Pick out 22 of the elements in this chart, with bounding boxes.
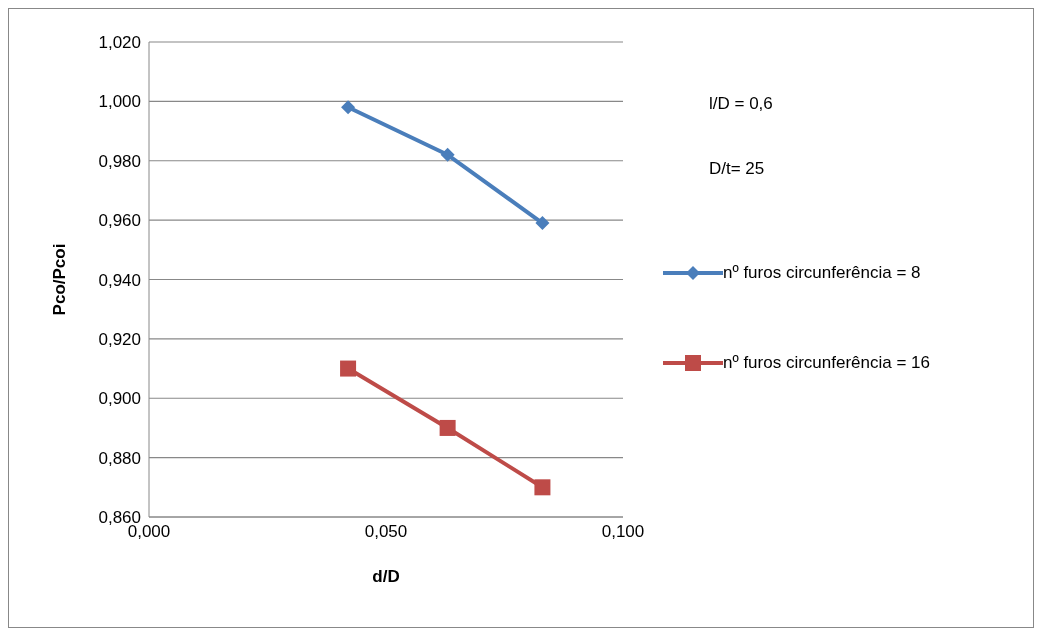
x-axis-title: d/D: [372, 567, 400, 586]
y-tick-label: 0,900: [98, 389, 141, 409]
x-tick-label: 0,050: [364, 522, 408, 542]
point: [341, 100, 356, 115]
legend-label: nº furos circunferência = 16: [723, 353, 931, 373]
x-tick-label: 0,100: [601, 522, 645, 542]
y-tick-label: 1,000: [98, 92, 141, 112]
y-axis-title: Pco/Pcoi: [50, 243, 70, 316]
y-tick-label: 1,020: [98, 33, 141, 53]
point: [534, 479, 551, 496]
legend-label: nº furos circunferência = 8: [723, 263, 921, 283]
y-tick-label: 0,880: [98, 448, 141, 468]
point: [439, 419, 456, 436]
point: [440, 147, 455, 162]
point: [340, 360, 357, 377]
y-tick-label: 0,920: [98, 329, 141, 349]
y-tick-label: 0,960: [98, 211, 141, 231]
y-tick-label: 0,980: [98, 151, 141, 171]
y-tick-label: 0,940: [98, 270, 141, 290]
text: l/D = 0,6: [709, 94, 773, 114]
point: [535, 216, 550, 231]
text: D/t= 25: [709, 159, 765, 179]
